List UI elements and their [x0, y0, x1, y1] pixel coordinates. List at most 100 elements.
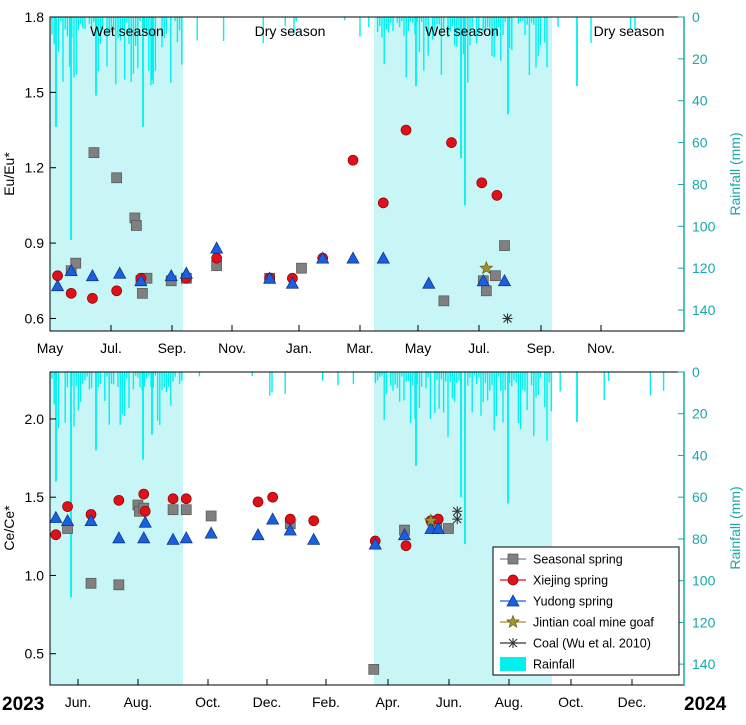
data-point: [167, 493, 179, 505]
right-tick-label: 60: [692, 135, 708, 151]
data-point: [283, 523, 297, 536]
x-tick-label: Apr.: [376, 694, 401, 710]
data-point: [490, 270, 501, 282]
x-tick-label: Jun.: [65, 694, 91, 710]
rainfall-bars: [51, 372, 665, 598]
x-tick-label: Nov.: [587, 340, 615, 356]
x-tick-label: Jul.: [468, 340, 490, 356]
right-tick-label: 80: [692, 531, 708, 547]
data-point: [49, 510, 63, 523]
data-point: [88, 147, 100, 158]
data-point: [284, 513, 296, 525]
data-point: [138, 515, 152, 528]
data-point: [204, 526, 218, 539]
data-point: [267, 491, 279, 503]
data-point: [134, 274, 148, 287]
data-point: [70, 257, 82, 269]
x-axis-ticks: Jun. Aug. Oct. Dec. Feb. Apr. Jun. Aug. Oct. Dec.: [65, 679, 646, 710]
x-tick-label: Feb.: [312, 694, 340, 710]
data-point: [113, 266, 127, 279]
data-point: [111, 285, 123, 297]
year-label: 2024: [684, 694, 727, 715]
data-point: [166, 532, 180, 545]
data-point: [368, 663, 380, 675]
right-axis-ticks: 0 20 40 60 80 100 120 140: [678, 364, 716, 672]
x-tick-label: Mar.: [346, 340, 373, 356]
data-point: [446, 137, 457, 148]
data-point: [112, 531, 126, 544]
data-point: [443, 523, 454, 534]
right-tick-label: 40: [692, 447, 708, 463]
data-point: [368, 537, 382, 550]
data-point: [400, 540, 412, 552]
data-point: [476, 274, 490, 287]
right-tick-label: 0: [692, 364, 700, 380]
ce-panel: 0.5 1.0 1.5 2.0 0 20 40 60 80 100 120 140 Jun. Aug.…: [1, 364, 743, 715]
data-point: [316, 251, 330, 264]
legend-label: Jintian coal mine goaf: [533, 616, 654, 630]
y-tick-label: 0.6: [25, 310, 45, 326]
season-label: Wet season: [90, 23, 164, 39]
x-tick-label: Oct.: [195, 694, 221, 710]
data-point: [164, 269, 178, 282]
y-tick-label: 2.0: [25, 411, 45, 427]
data-point: [491, 190, 503, 201]
right-tick-label: 0: [692, 9, 700, 25]
x-tick-label: May: [405, 340, 431, 356]
data-point: [87, 292, 98, 304]
x-tick-label: Jul.: [100, 340, 122, 356]
y-tick-label: 0.5: [25, 646, 45, 662]
data-point: [64, 263, 78, 277]
right-tick-label: 40: [692, 93, 708, 109]
y-tick-label: 1.2: [25, 160, 45, 176]
data-point: [179, 266, 193, 279]
year-label: 2023: [2, 694, 44, 715]
right-tick-label: 120: [692, 260, 716, 276]
season-label: Wet season: [425, 23, 499, 39]
legend-marker: [507, 574, 519, 586]
data-point: [138, 488, 150, 500]
data-point: [347, 154, 359, 166]
data-point: [84, 513, 98, 527]
legend-marker: [506, 594, 520, 607]
right-tick-label: 100: [692, 218, 716, 234]
data-point: [179, 531, 193, 544]
right-tick-label: 80: [692, 176, 708, 192]
x-tick-label: May: [37, 340, 63, 356]
data-point: [502, 313, 513, 324]
data-point: [85, 577, 97, 589]
x-tick-label: Sep.: [158, 340, 187, 356]
data-point: [307, 532, 321, 545]
legend-label: Yudong spring: [533, 595, 613, 609]
data-point: [167, 504, 179, 516]
legend-label: Rainfall: [533, 658, 575, 672]
data-point: [50, 529, 62, 541]
y-tick-label: 1.5: [25, 84, 45, 100]
legend-label: Seasonal spring: [533, 553, 623, 567]
data-point: [180, 493, 192, 505]
data-point: [131, 220, 142, 231]
y-axis-ticks: 0.5 1.0 1.5 2.0: [25, 411, 56, 662]
data-point: [397, 528, 412, 541]
data-point: [251, 528, 265, 541]
data-point: [480, 285, 492, 297]
data-point: [346, 251, 360, 264]
data-point: [205, 510, 217, 522]
right-axis-label: Rainfall (mm): [727, 132, 743, 215]
eu-panel: Wet season Dry season Wet season Dry sea…: [1, 9, 743, 356]
x-tick-label: Nov.: [218, 340, 246, 356]
data-point: [180, 504, 192, 516]
data-point: [210, 241, 224, 254]
data-point: [431, 521, 445, 534]
legend-box: [492, 546, 680, 676]
legend-marker: [508, 638, 518, 648]
right-axis-label: Rainfall (mm): [727, 486, 743, 569]
y-axis-label: Eu/Eu*: [1, 152, 17, 196]
data-point: [376, 251, 390, 264]
data-point: [263, 271, 277, 284]
x-tick-label: Aug.: [124, 694, 153, 710]
y-tick-label: 1.8: [25, 9, 45, 25]
data-point: [285, 276, 299, 289]
y-axis-label: Ce/Ce*: [1, 505, 17, 551]
data-point: [113, 494, 125, 506]
